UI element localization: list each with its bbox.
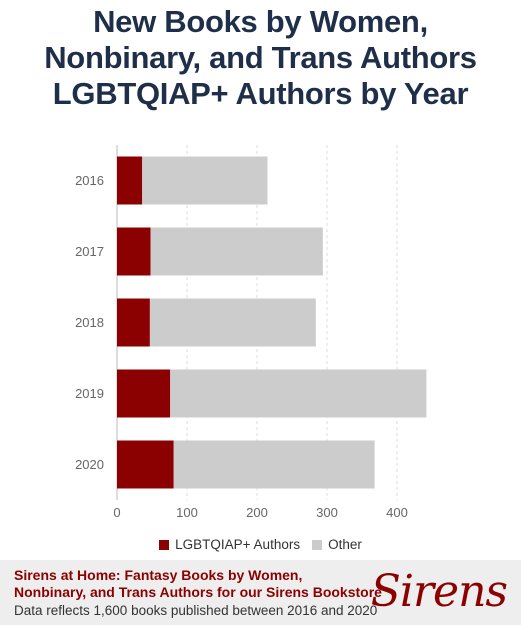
x-tick-label: 300: [316, 505, 338, 520]
x-tick-label: 200: [246, 505, 268, 520]
y-tick-label: 2016: [75, 173, 104, 188]
x-tick-label: 100: [176, 505, 198, 520]
bar-lgbtqiap-2020[interactable]: [117, 440, 174, 489]
legend: LGBTQIAP+ Authors Other: [0, 537, 521, 552]
chart-title-line-2: Nonbinary, and Trans Authors: [44, 40, 477, 75]
y-tick-label: 2017: [75, 244, 104, 259]
bar-lgbtqiap-2019[interactable]: [117, 369, 171, 418]
legend-item-other[interactable]: Other: [312, 537, 362, 552]
bar-other-2018[interactable]: [149, 298, 316, 347]
bar-lgbtqiap-2017[interactable]: [117, 227, 151, 276]
legend-item-lgbtqiap[interactable]: LGBTQIAP+ Authors: [159, 537, 300, 552]
bar-other-2016[interactable]: [142, 156, 268, 205]
bar-lgbtqiap-2016[interactable]: [117, 156, 143, 205]
footer-note: Data reflects 1,600 books published betw…: [14, 603, 378, 618]
legend-label-other: Other: [328, 537, 362, 552]
footer-title-line-2: Nonbinary, and Trans Authors for our Sir…: [14, 584, 382, 600]
chart-title: New Books by Women, Nonbinary, and Trans…: [0, 4, 521, 112]
bar-other-2019[interactable]: [170, 369, 427, 418]
footer-title-line-1: Sirens at Home: Fantasy Books by Women,: [14, 567, 303, 583]
bar-other-2017[interactable]: [150, 227, 323, 276]
tick-labels: 0 100 200 300 400 2016 2017 2018 2019 2020: [75, 173, 408, 520]
bar-other-2020[interactable]: [173, 440, 375, 489]
footer-text: Sirens at Home: Fantasy Books by Women, …: [14, 567, 382, 620]
bar-chart: 0 100 200 300 400 2016 2017 2018 2019 2020: [75, 145, 427, 520]
x-tick-label: 400: [386, 505, 408, 520]
bar-lgbtqiap-2018[interactable]: [117, 298, 150, 347]
legend-swatch-lgbtqiap: [159, 539, 170, 550]
chart-title-line-3: LGBTQIAP+ Authors by Year: [52, 76, 469, 111]
footer-banner: Sirens at Home: Fantasy Books by Women, …: [0, 560, 521, 625]
legend-swatch-other: [312, 539, 323, 550]
y-tick-label: 2019: [75, 386, 104, 401]
sirens-logo: Sirens: [370, 566, 508, 617]
y-tick-label: 2020: [75, 457, 104, 472]
chart-title-line-1: New Books by Women,: [93, 4, 428, 39]
bars: [117, 156, 427, 489]
x-tick-label: 0: [113, 505, 120, 520]
y-tick-label: 2018: [75, 315, 104, 330]
legend-label-lgbtqiap: LGBTQIAP+ Authors: [175, 537, 301, 552]
